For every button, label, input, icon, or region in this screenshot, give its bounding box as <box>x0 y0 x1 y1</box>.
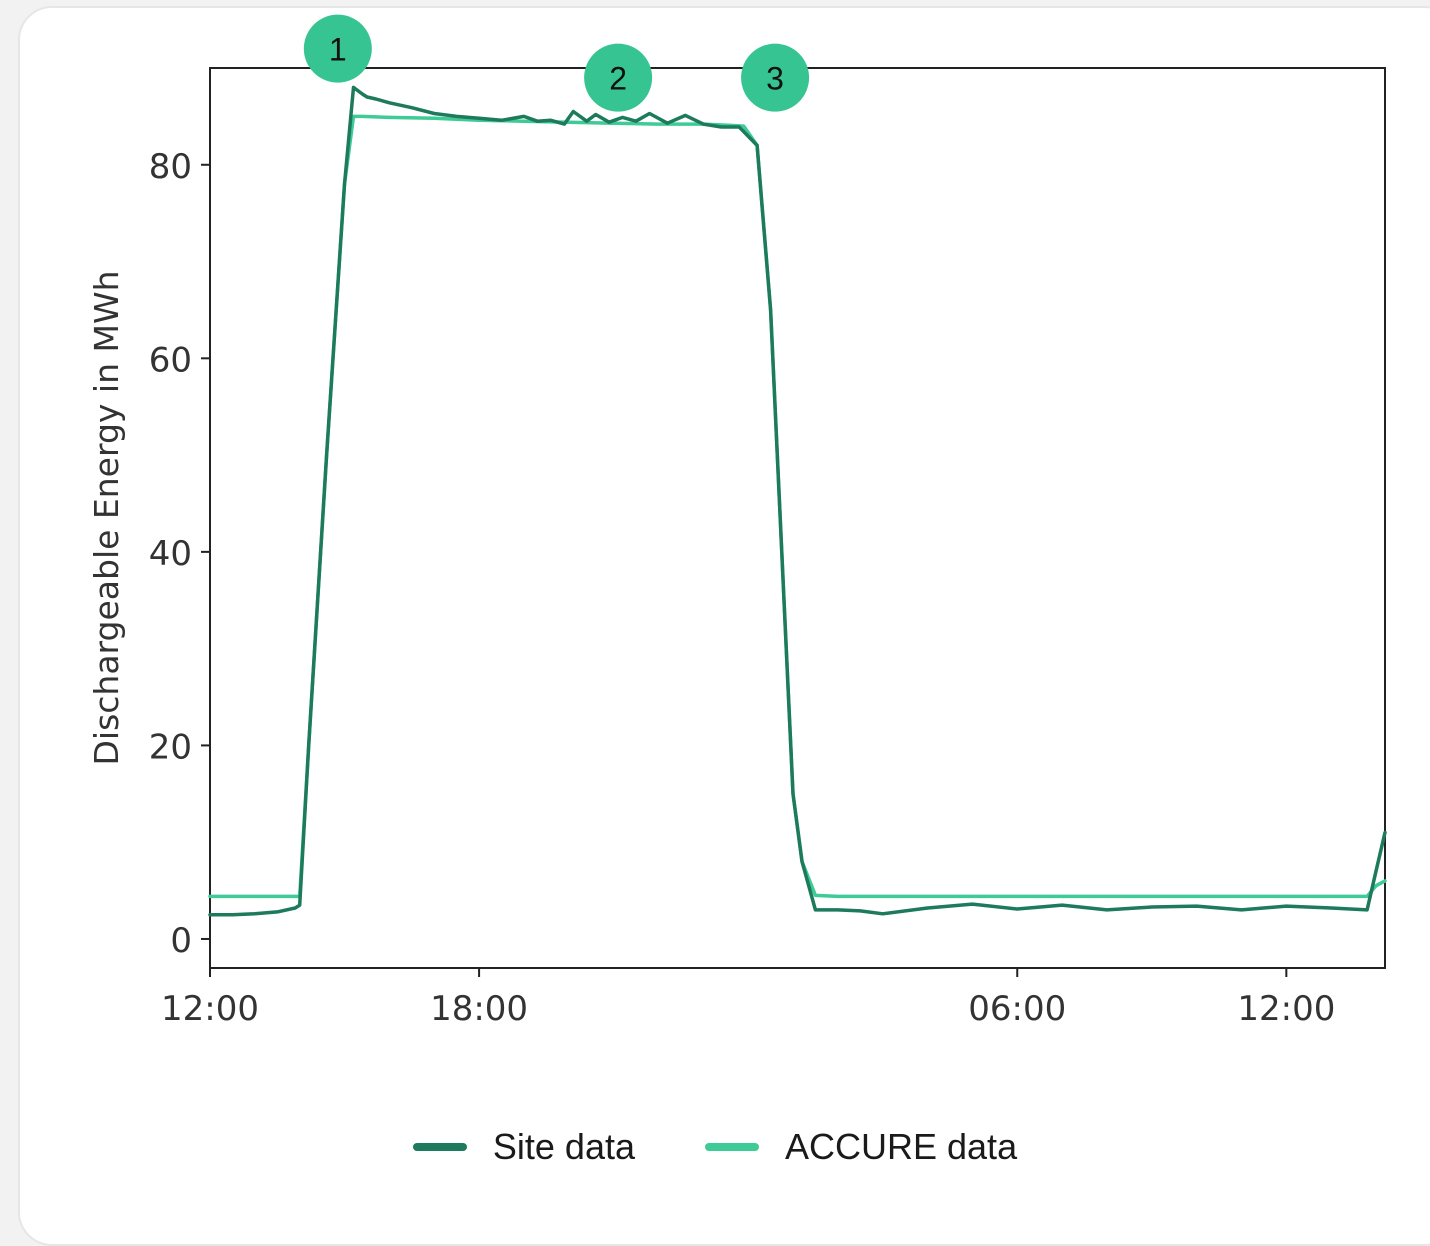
annotation-label-2: 2 <box>609 61 627 97</box>
y-axis-label: Dischargeable Energy in MWh <box>87 270 126 765</box>
y-tick-label-4: 80 <box>149 147 192 187</box>
x-tick-label-2: 06:00 <box>968 989 1066 1029</box>
annotation-label-3: 3 <box>766 61 784 97</box>
x-tick-label-1: 18:00 <box>430 989 528 1029</box>
x-tick-label-3: 12:00 <box>1237 989 1335 1029</box>
y-tick-label-1: 20 <box>149 727 192 767</box>
annotation-marker-2 <box>584 43 653 112</box>
legend: Site data ACCURE data <box>0 1126 1430 1168</box>
annotation-label-1: 1 <box>329 32 347 68</box>
x-tick-label-0: 12:00 <box>161 989 259 1029</box>
y-tick-label-0: 0 <box>170 921 192 961</box>
y-tick-label-2: 40 <box>149 534 192 574</box>
series-line-accure <box>208 114 1387 899</box>
plot-area: 0 20 40 60 80 12:00 18:00 06:00 12:00 Dischargeab… <box>87 14 1387 1029</box>
chart-svg: 0 20 40 60 80 12:00 18:00 06:00 12:00 Dischargeab… <box>87 14 1387 1029</box>
legend-item-accure: ACCURE data <box>705 1126 1017 1168</box>
legend-item-site: Site data <box>412 1126 635 1168</box>
series-line-site <box>208 85 1387 917</box>
chart-card <box>18 6 1430 1246</box>
legend-swatch-site <box>412 1143 467 1151</box>
annotation-marker-1 <box>303 14 372 83</box>
legend-label-site: Site data <box>492 1126 635 1167</box>
legend-label-accure: ACCURE data <box>785 1126 1018 1167</box>
annotation-marker-3 <box>741 43 810 112</box>
legend-swatch-accure <box>705 1143 759 1151</box>
y-tick-label-3: 60 <box>149 340 192 380</box>
